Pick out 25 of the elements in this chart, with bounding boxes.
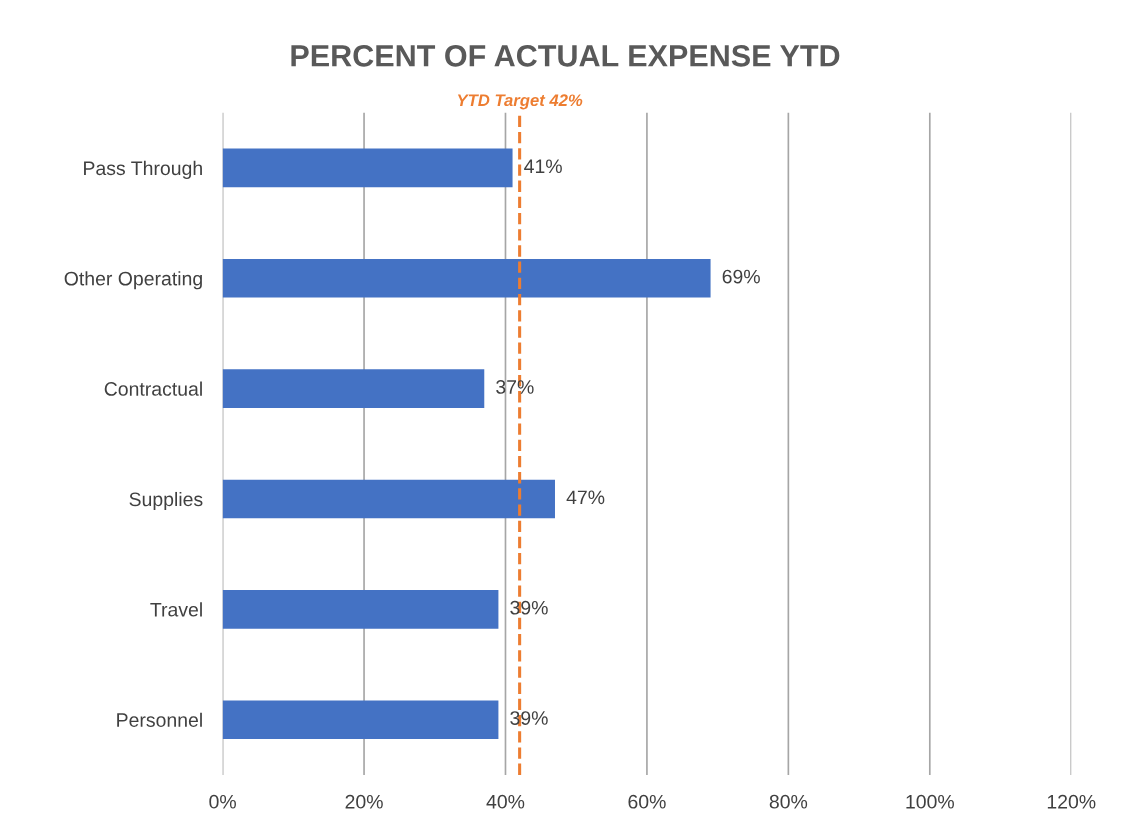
y-tick-label: Pass Through <box>84 160 202 179</box>
x-tick-label: 100% <box>906 794 954 809</box>
y-tick-label: Contractual <box>104 381 202 396</box>
bar <box>222 148 513 188</box>
bar <box>222 369 485 408</box>
y-tick-label: Other Operating <box>64 271 202 290</box>
x-tick-label: 20% <box>345 794 383 809</box>
x-tick-label: 80% <box>769 794 808 809</box>
data-label: 69% <box>722 269 760 284</box>
data-label: 41% <box>524 159 562 174</box>
bar <box>222 479 555 519</box>
x-tick-label: 120% <box>1047 794 1096 809</box>
x-tick-label: 60% <box>628 794 666 809</box>
x-tick-label: 40% <box>486 794 525 809</box>
x-tick-label: 0% <box>209 794 236 809</box>
y-tick-label: Supplies <box>129 491 203 511</box>
data-label: 47% <box>566 490 605 505</box>
bar <box>222 590 499 629</box>
y-tick-label: Personnel <box>117 712 202 727</box>
bar <box>222 700 499 740</box>
chart-title: PERCENT OF ACTUAL EXPENSE YTD <box>291 45 840 67</box>
data-label: 37% <box>496 380 534 394</box>
ref-line-label: YTD Target 42% <box>457 94 583 110</box>
bar <box>222 258 711 298</box>
y-tick-label: Travel <box>150 602 202 617</box>
